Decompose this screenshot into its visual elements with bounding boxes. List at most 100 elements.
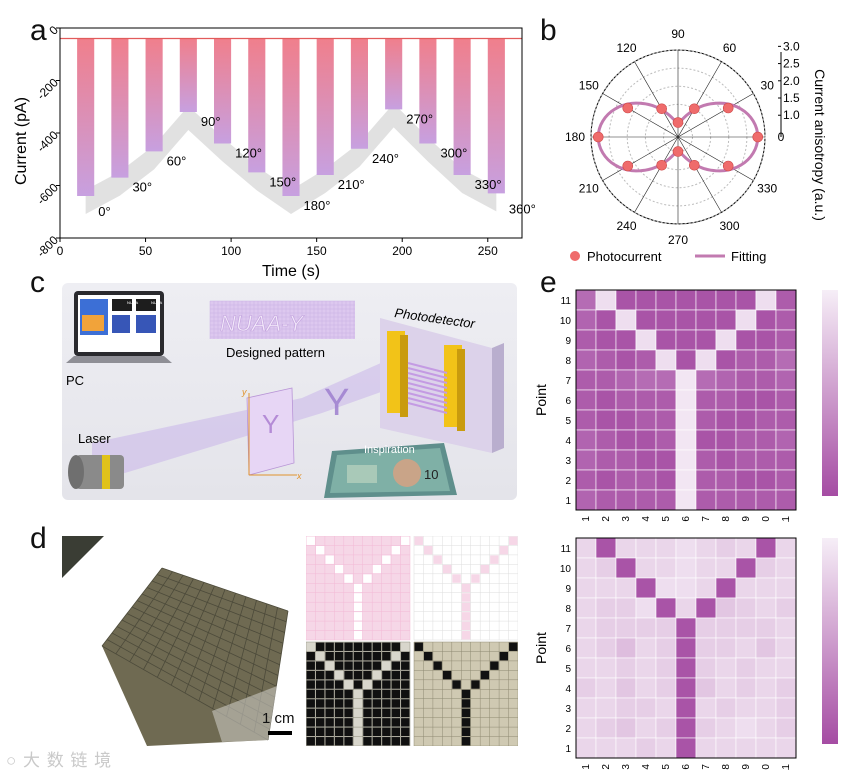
heatmap-cell bbox=[675, 389, 697, 411]
pulse-angle-label: 210° bbox=[338, 177, 365, 192]
heatmap-cell bbox=[695, 449, 717, 471]
illustration-svg: NUAA NUAA PC NUAA-Y Designed pattern Y x… bbox=[66, 291, 504, 498]
heatmap-cell bbox=[755, 677, 777, 699]
polar-spoke bbox=[677, 136, 722, 213]
pattern-cell bbox=[353, 689, 363, 699]
heatmap-cell bbox=[735, 309, 757, 331]
pulse-angle-label: 120° bbox=[235, 146, 262, 161]
heatmap-cell bbox=[575, 717, 597, 739]
heatmap-cell bbox=[575, 429, 597, 451]
heatmap-cell bbox=[595, 389, 617, 411]
heatmap-cell bbox=[735, 349, 757, 371]
heatmap-cell bbox=[575, 537, 597, 559]
pattern-cell bbox=[315, 737, 325, 746]
heatmap-cell bbox=[575, 329, 597, 351]
heatmap-cell bbox=[735, 697, 757, 719]
heatmap-x-tick: 1 bbox=[581, 516, 592, 522]
pattern-cell bbox=[344, 699, 353, 708]
heatmap-cell bbox=[735, 557, 757, 579]
heatmap-cell bbox=[775, 289, 797, 311]
pattern-cell bbox=[401, 718, 410, 727]
heatmap-cell bbox=[675, 617, 697, 639]
heatmap-cell bbox=[755, 469, 777, 491]
heatmap-frame bbox=[575, 289, 797, 511]
heatmap-cell bbox=[715, 657, 737, 679]
heatmap-cell bbox=[615, 737, 637, 759]
heatmap-cell bbox=[755, 577, 777, 599]
heatmap-cell bbox=[635, 409, 657, 431]
x-tick-label: 50 bbox=[139, 244, 153, 258]
heatmap-cell bbox=[735, 577, 757, 599]
heatmap-cell bbox=[655, 309, 677, 331]
legend-fitting: Fitting bbox=[731, 249, 766, 264]
pattern-cell bbox=[353, 612, 363, 621]
radial-tick-label: 3.0 bbox=[783, 39, 800, 53]
heatmap-cell bbox=[675, 697, 697, 719]
heatmap-x-tick: 3 bbox=[621, 764, 632, 770]
chart-a: 0° 30° 60° 90° 120° 150° 180° 210° 240° 270° 300° 3… bbox=[13, 23, 535, 280]
pulse-bar bbox=[350, 38, 368, 149]
panel-label-b: b bbox=[540, 14, 557, 47]
heatmap-cell bbox=[755, 329, 777, 351]
heatmap-cell bbox=[675, 349, 697, 371]
heatmap-cell bbox=[615, 677, 637, 699]
heatmap-cell bbox=[615, 657, 637, 679]
heatmap-cell bbox=[635, 449, 657, 471]
heatmap-cell bbox=[735, 469, 757, 491]
pattern-cell bbox=[353, 631, 363, 640]
heatmap-cell bbox=[655, 489, 677, 511]
pattern-cell bbox=[344, 661, 353, 670]
colorbar bbox=[822, 290, 838, 496]
pulse-bar bbox=[282, 38, 300, 196]
heatmap-x-tick: 11 bbox=[781, 516, 792, 522]
radial-tick-label: 1.5 bbox=[783, 91, 800, 105]
polar-angle-label: 270 bbox=[668, 233, 688, 247]
pattern-cell bbox=[325, 718, 334, 727]
photocurrent-point bbox=[656, 159, 667, 171]
pattern-cell bbox=[490, 661, 499, 670]
polar-spoke bbox=[634, 136, 679, 213]
heatmap-cell bbox=[595, 557, 617, 579]
pattern-cell bbox=[372, 670, 382, 680]
pattern-cell bbox=[382, 718, 391, 727]
heatmap-x-tick: 5 bbox=[661, 516, 672, 522]
heatmap-cell bbox=[595, 449, 617, 471]
pattern-cell bbox=[452, 680, 461, 689]
heatmap-cell bbox=[775, 637, 797, 659]
pattern-cell bbox=[372, 727, 382, 737]
heatmap-cell bbox=[675, 369, 697, 391]
pattern-cell bbox=[401, 680, 410, 689]
pattern-cell bbox=[461, 621, 471, 631]
heatmap-x-tick: 8 bbox=[721, 516, 732, 522]
pattern-cell bbox=[363, 642, 372, 651]
heatmap-cell bbox=[775, 737, 797, 759]
pattern-cell bbox=[401, 737, 410, 746]
pattern-text: NUAA-Y bbox=[220, 311, 304, 336]
pattern-cell bbox=[334, 689, 344, 699]
pattern-cell bbox=[461, 727, 471, 737]
designed-pattern-grid: NUAA-Y bbox=[209, 300, 355, 339]
heatmap-cell bbox=[575, 309, 597, 331]
heatmap-cell bbox=[715, 369, 737, 391]
pattern-cell bbox=[306, 536, 315, 545]
heatmap-cell bbox=[655, 537, 677, 559]
pattern-cell bbox=[315, 642, 325, 651]
pattern-cell bbox=[306, 642, 315, 651]
heatmap-cell bbox=[635, 309, 657, 331]
heatmap-cell bbox=[715, 289, 737, 311]
heatmap-cell bbox=[735, 429, 757, 451]
heatmap-cell bbox=[715, 617, 737, 639]
heatmap-cell bbox=[755, 557, 777, 579]
laser-device bbox=[68, 455, 124, 489]
pattern-cell bbox=[363, 574, 372, 583]
pattern-cell bbox=[391, 699, 401, 708]
heatmap-cell bbox=[655, 429, 677, 451]
heatmap-cell bbox=[715, 489, 737, 511]
heatmap-cell bbox=[635, 597, 657, 619]
photocurrent-point bbox=[722, 160, 734, 172]
pattern-cell bbox=[334, 670, 344, 680]
panel-label-c: c bbox=[30, 266, 45, 299]
heatmap-cell bbox=[655, 449, 677, 471]
pattern-cell bbox=[325, 689, 334, 699]
pulse-angle-label: 150° bbox=[269, 174, 296, 189]
